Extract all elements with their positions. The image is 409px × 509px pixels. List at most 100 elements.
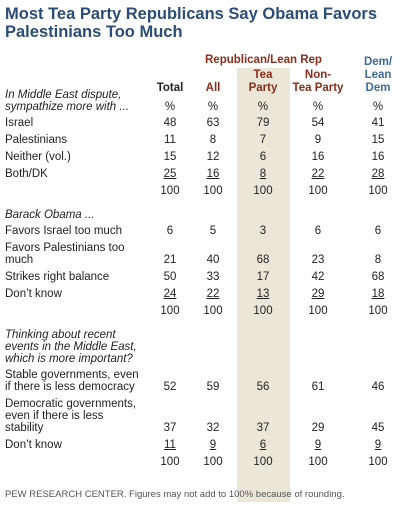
cell-value: 37 (163, 422, 177, 434)
cell-value: 23 (311, 254, 325, 266)
section-prompt: In Middle East dispute, (5, 89, 122, 101)
cell-value: 16 (371, 151, 385, 163)
row-label: much (5, 254, 34, 266)
row-label: Favors Palestinians too (5, 242, 125, 254)
column-header: Lean (364, 69, 392, 81)
cell-value: 8 (374, 254, 382, 266)
section-prompt: events in the Middle East, (5, 341, 137, 353)
cell-value: 6 (314, 225, 322, 237)
cell-value: 48 (163, 117, 177, 129)
cell-value: 6 (259, 151, 267, 163)
cell-value: 15 (371, 134, 385, 146)
section-prompt: Thinking about recent (5, 329, 116, 341)
cell-value: 12 (206, 151, 220, 163)
column-header: Party (248, 82, 278, 94)
cell-value: 40 (206, 254, 220, 266)
total-value: 100 (308, 456, 328, 468)
footer: PEW RESEARCH CENTER. Figures may not add… (5, 489, 345, 500)
cell-value: 18 (371, 288, 385, 300)
cell-value: 13 (256, 288, 270, 300)
column-header: Tea Party (292, 82, 344, 94)
cell-value: 9 (314, 134, 322, 146)
row-label: even if there is less (5, 410, 104, 422)
total-value: 100 (308, 185, 328, 197)
column-header: All (205, 82, 221, 94)
section-prompt: which is more important? (5, 353, 133, 365)
cell-value: 3 (259, 225, 267, 237)
column-header: Non- (304, 69, 332, 81)
cell-value: 68 (256, 254, 270, 266)
cell-value: 42 (311, 271, 325, 283)
cell-value: 54 (311, 117, 325, 129)
total-value: 100 (203, 305, 223, 317)
cell-value: 11 (164, 134, 176, 146)
total-value: 100 (203, 456, 223, 468)
total-value: 100 (160, 456, 180, 468)
cell-value: 15 (163, 151, 177, 163)
row-label: stability (5, 422, 44, 434)
cell-value: 7 (259, 134, 267, 146)
cell-value: 9 (314, 439, 322, 451)
column-header: Dem (365, 82, 391, 94)
total-value: 100 (308, 305, 328, 317)
row-label: Don’t know (5, 288, 62, 300)
cell-value: 50 (163, 271, 177, 283)
unit-label: % (372, 101, 384, 113)
title: Most Tea Party Republicans Say Obama Fav… (5, 5, 377, 41)
cell-value: 17 (256, 271, 270, 283)
cell-value: 45 (371, 422, 385, 434)
cell-value: 8 (259, 168, 267, 180)
row-label: Neither (vol.) (5, 151, 71, 163)
cell-value: 25 (163, 168, 177, 180)
cell-value: 16 (311, 151, 325, 163)
section-prompt: sympathize more with ... (5, 101, 129, 113)
cell-value: 9 (209, 439, 217, 451)
cell-value: 24 (163, 288, 177, 300)
cell-value: 6 (166, 225, 174, 237)
cell-value: 11 (164, 439, 176, 451)
total-value: 100 (203, 185, 223, 197)
cell-value: 5 (209, 225, 217, 237)
row-label: Stable governments, even (5, 369, 139, 381)
unit-label: % (207, 101, 219, 113)
row-label: Palestinians (5, 134, 68, 146)
cell-value: 22 (206, 288, 220, 300)
column-header: Dem/ (363, 56, 393, 68)
cell-value: 21 (163, 254, 177, 266)
cell-value: 29 (311, 422, 325, 434)
cell-value: 61 (311, 381, 325, 393)
total-value: 100 (368, 185, 388, 197)
total-value: 100 (368, 456, 388, 468)
cell-value: 46 (371, 381, 385, 393)
cell-value: 29 (311, 288, 325, 300)
unit-label: % (312, 101, 324, 113)
cell-value: 63 (206, 117, 220, 129)
total-value: 100 (253, 456, 273, 468)
section-prompt: Barack Obama ... (5, 209, 95, 221)
group-header: Republican/Lean Rep (205, 54, 322, 66)
total-value: 100 (160, 305, 180, 317)
row-label: if there is less democracy (5, 381, 135, 393)
row-label: Favors Israel too much (5, 225, 122, 237)
cell-value: 68 (371, 271, 385, 283)
row-label: Strikes right balance (5, 271, 110, 283)
cell-value: 6 (259, 439, 267, 451)
total-value: 100 (253, 185, 273, 197)
row-label: Democratic governments, (5, 398, 137, 410)
column-header: Total (156, 82, 184, 94)
cell-value: 79 (256, 117, 270, 129)
cell-value: 22 (311, 168, 325, 180)
row-label: Israel (5, 117, 34, 129)
cell-value: 6 (374, 225, 382, 237)
column-header: Tea (253, 69, 273, 81)
cell-value: 28 (371, 168, 385, 180)
row-label: Both/DK (5, 168, 48, 180)
total-value: 100 (160, 185, 180, 197)
total-value: 100 (253, 305, 273, 317)
cell-value: 59 (206, 381, 220, 393)
cell-value: 56 (256, 381, 270, 393)
cell-value: 16 (206, 168, 220, 180)
unit-label: % (257, 101, 269, 113)
cell-value: 32 (206, 422, 220, 434)
